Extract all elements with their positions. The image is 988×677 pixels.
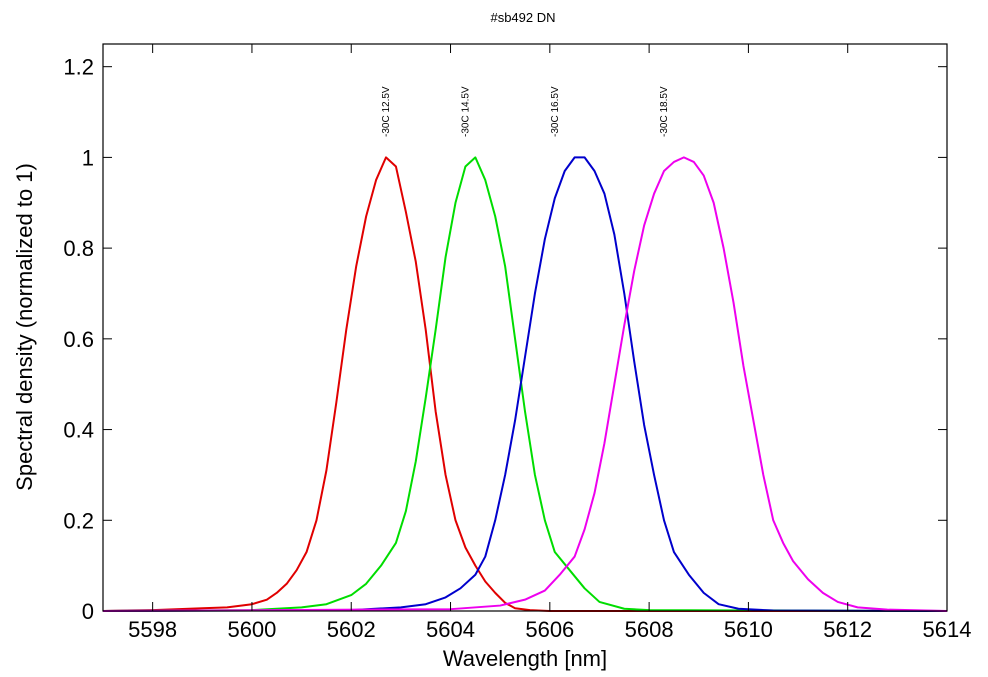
x-tick-label: 5600 bbox=[227, 617, 276, 642]
series-line-1 bbox=[102, 156, 947, 612]
y-tick-label: 0.2 bbox=[63, 508, 94, 533]
y-tick-label: 1 bbox=[82, 145, 94, 170]
y-tick-label: 1.2 bbox=[63, 55, 94, 80]
series-line-4 bbox=[102, 156, 948, 612]
y-tick-label: 0.8 bbox=[63, 236, 94, 261]
plot-frame bbox=[102, 43, 948, 612]
series-label-4: -30C 18.5V bbox=[659, 86, 670, 137]
x-tick-label: 5612 bbox=[823, 617, 872, 642]
series-line-3 bbox=[102, 156, 948, 612]
y-axis-title: Spectral density (normalized to 1) bbox=[12, 163, 37, 491]
x-axis-title: Wavelength [nm] bbox=[443, 646, 607, 671]
series-label-1: -30C 12.5V bbox=[381, 86, 392, 137]
series-label-layer: -30C 12.5V -30C 14.5V -30C 16.5V -30C 18.5V bbox=[381, 86, 670, 137]
x-tick-label: 5598 bbox=[128, 617, 177, 642]
x-tick-label: 5602 bbox=[327, 617, 376, 642]
chart-title: #sb492 DN bbox=[490, 10, 555, 25]
x-tick-label: 5610 bbox=[724, 617, 773, 642]
x-tick-label: 5608 bbox=[625, 617, 674, 642]
x-tick-label: 5614 bbox=[923, 617, 972, 642]
series-layer bbox=[102, 156, 948, 612]
tick-layer: 5598 5600 5602 5604 5606 5608 5610 5612 5614 0 0.2… bbox=[63, 44, 971, 642]
series-label-3: -30C 16.5V bbox=[550, 86, 561, 137]
x-tick-label: 5604 bbox=[426, 617, 475, 642]
y-tick-label: 0.4 bbox=[63, 418, 94, 443]
y-tick-label: 0 bbox=[82, 599, 94, 624]
series-label-2: -30C 14.5V bbox=[460, 86, 471, 137]
y-tick-label: 0.6 bbox=[63, 327, 94, 352]
x-tick-label: 5606 bbox=[525, 617, 574, 642]
series-line-2 bbox=[102, 156, 948, 612]
